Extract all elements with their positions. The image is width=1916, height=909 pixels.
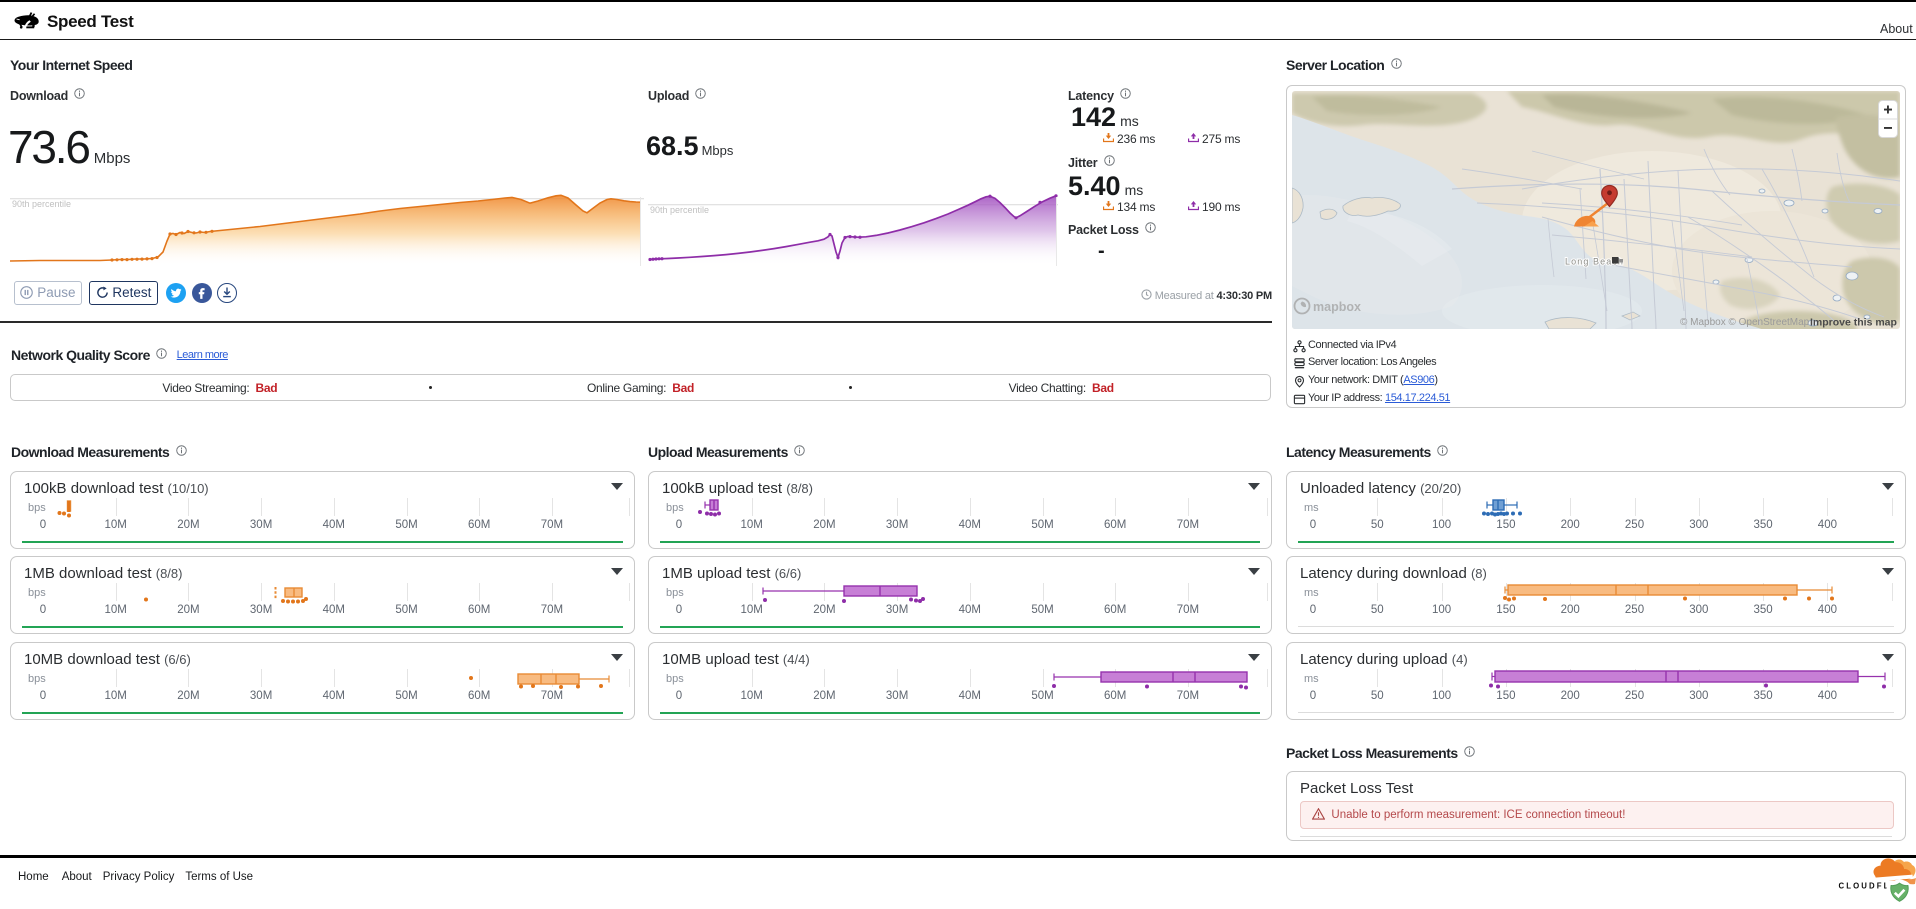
- svg-text:CLOUDFL: CLOUDFL: [1839, 882, 1891, 891]
- svg-text:90th percentile: 90th percentile: [650, 205, 709, 215]
- svg-text:Improve this map: Improve this map: [1810, 317, 1897, 329]
- svg-text:mapbox: mapbox: [1313, 300, 1361, 314]
- svg-text:90th percentile: 90th percentile: [12, 199, 71, 209]
- svg-text:© Mapbox © OpenStreetMap: © Mapbox © OpenStreetMap: [1680, 317, 1810, 328]
- svg-text:Long Beach: Long Beach: [1565, 257, 1624, 267]
